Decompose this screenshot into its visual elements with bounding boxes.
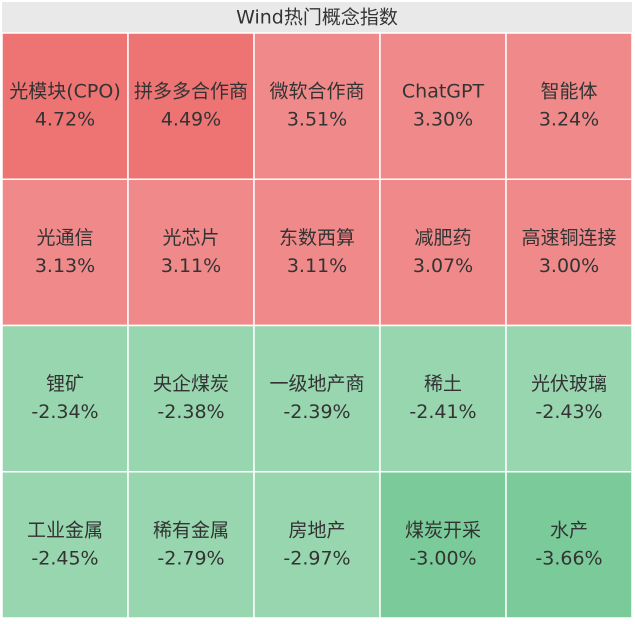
cell-value: -2.41% [409, 401, 476, 423]
cell [505, 178, 633, 327]
cell-value: 4.72% [35, 109, 95, 131]
cell-name: 微软合作商 [269, 81, 364, 103]
cell-name: 水产 [550, 519, 588, 541]
cell-name: ChatGPT [402, 81, 485, 103]
cell-value: -2.45% [31, 547, 98, 569]
cell-value: -2.34% [31, 401, 98, 423]
title-bar [2, 2, 632, 33]
cell-name: 央企煤炭 [153, 373, 229, 395]
cell-name: 煤炭开采 [405, 519, 481, 541]
cell-value: 4.49% [161, 109, 221, 131]
cell [379, 324, 507, 473]
chart-title: Wind热门概念指数 [236, 6, 398, 29]
cell-name: 稀有金属 [153, 519, 229, 541]
cell-value: 3.11% [287, 255, 347, 277]
cell [253, 32, 381, 180]
cell-value: 3.13% [35, 255, 95, 277]
cell [253, 471, 381, 619]
cell [1, 178, 129, 327]
cell-value: 3.07% [413, 255, 473, 277]
cell-name: 拼多多合作商 [134, 81, 248, 103]
cell-value: -2.79% [157, 547, 224, 569]
cell [505, 324, 633, 473]
cell [1, 471, 129, 619]
cell [1, 32, 129, 180]
cell-name: 光模块(CPO) [9, 81, 121, 103]
cell [127, 324, 255, 473]
cell-value: 3.11% [161, 255, 221, 277]
cell [379, 32, 507, 180]
cell-name: 工业金属 [27, 519, 103, 541]
cell-name: 锂矿 [46, 373, 84, 395]
cell-value: -3.66% [535, 547, 602, 569]
cell-name: 一级地产商 [269, 373, 364, 395]
cell [379, 471, 507, 619]
cell [379, 178, 507, 327]
cell-name: 光芯片 [162, 227, 219, 249]
cell-name: 光通信 [36, 227, 93, 249]
cell-value: -2.97% [283, 547, 350, 569]
cell [253, 324, 381, 473]
cell-value: 3.30% [413, 109, 473, 131]
cell-value: -3.00% [409, 547, 476, 569]
cell [253, 178, 381, 327]
cell [1, 324, 129, 473]
cell-name: 东数西算 [279, 227, 355, 249]
cell-name: 房地产 [288, 519, 345, 541]
cell-value: 3.00% [539, 255, 599, 277]
cell-value: -2.38% [157, 401, 224, 423]
cell-name: 智能体 [540, 81, 597, 103]
cell-name: 稀土 [424, 373, 462, 395]
cell [127, 178, 255, 327]
cell-name: 光伏玻璃 [531, 373, 607, 395]
cell-name: 高速铜连接 [521, 227, 616, 249]
cell [127, 32, 255, 180]
cell-value: 3.24% [539, 109, 599, 131]
cell-name: 减肥药 [414, 227, 471, 249]
cell-value: 3.51% [287, 109, 347, 131]
cell [505, 471, 633, 619]
cell-value: -2.43% [535, 401, 602, 423]
cell [505, 32, 633, 180]
cell [127, 471, 255, 619]
cell-value: -2.39% [283, 401, 350, 423]
